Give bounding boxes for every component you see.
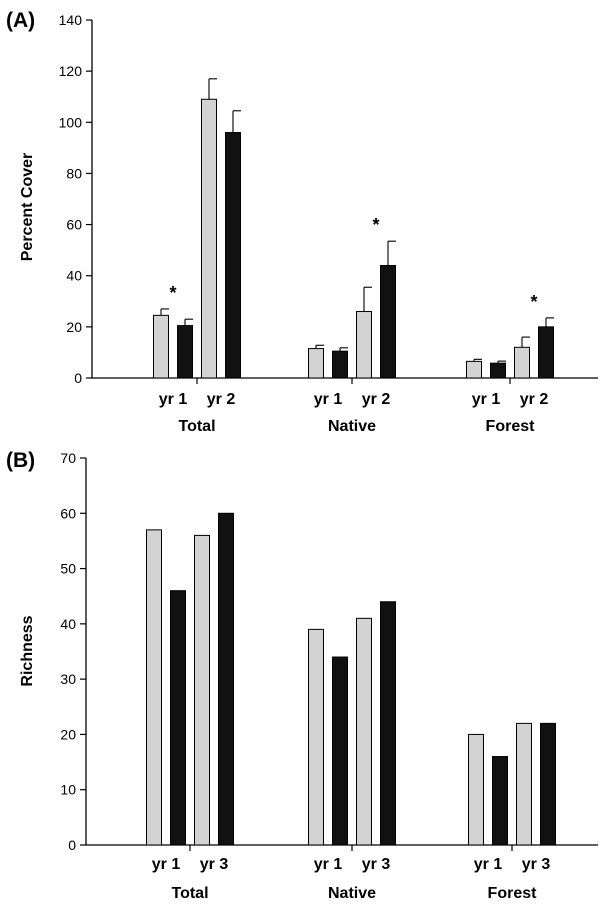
bar-native-0	[308, 628, 324, 846]
y-tick-label: 30	[60, 671, 76, 687]
year-label: yr 2	[520, 391, 549, 408]
y-tick-label: 80	[66, 165, 82, 181]
y-axis-label-a: Percent Cover	[19, 153, 36, 262]
year-label: yr 1	[314, 856, 343, 873]
bar-native-1	[332, 656, 348, 846]
year-label: yr 1	[474, 856, 503, 873]
bar-native-0	[308, 348, 324, 379]
bar-total-0	[146, 529, 162, 846]
y-tick-label: 20	[60, 726, 76, 742]
bar-forest-3	[538, 326, 554, 379]
bar-total-2	[194, 534, 210, 846]
significance-marker: *	[530, 292, 537, 312]
y-tick-label: 40	[60, 616, 76, 632]
y-tick-label: 120	[59, 63, 83, 79]
bar-native-1	[332, 350, 348, 379]
significance-marker: *	[372, 215, 379, 235]
bar-native-3	[380, 601, 396, 846]
y-tick-label: 60	[60, 505, 76, 521]
significance-marker: *	[169, 283, 176, 303]
year-label: yr 3	[522, 856, 551, 873]
y-tick-label: 0	[68, 837, 76, 853]
y-tick-label: 50	[60, 561, 76, 577]
group-label-native: Native	[328, 418, 376, 435]
y-tick-label: 70	[60, 450, 76, 466]
panel-label-b: (B)	[6, 449, 35, 472]
year-label: yr 1	[159, 391, 188, 408]
y-tick-label: 0	[74, 370, 82, 386]
bar-forest-2	[514, 346, 530, 379]
bar-native-3	[380, 264, 396, 379]
bar-total-1	[170, 590, 186, 846]
panel-label-a: (A)	[6, 9, 35, 32]
bar-native-2	[356, 617, 372, 846]
bar-forest-0	[466, 360, 482, 379]
bar-native-2	[356, 311, 372, 379]
group-label-total: Total	[178, 418, 215, 435]
bar-forest-0	[468, 733, 484, 846]
y-tick-label: 10	[60, 782, 76, 798]
year-label: yr 2	[207, 391, 236, 408]
bar-forest-3	[540, 722, 556, 846]
group-label-forest: Forest	[488, 885, 538, 902]
y-tick-label: 100	[59, 114, 83, 130]
group-label-total: Total	[171, 885, 208, 902]
bar-total-1	[177, 325, 193, 379]
bar-total-3	[225, 132, 241, 379]
y-axis-label-b: Richness	[19, 615, 36, 686]
bar-forest-1	[490, 362, 506, 379]
year-label: yr 3	[362, 856, 391, 873]
panel-b: (B) Richness 0 10 20 30 40 50 60 70 yr 1 yr 3 Tota…	[6, 449, 598, 902]
year-label: yr 1	[472, 391, 501, 408]
y-tick-label: 60	[66, 217, 82, 233]
y-tick-label: 140	[59, 12, 83, 28]
year-label: yr 1	[314, 391, 343, 408]
year-label: yr 2	[362, 391, 391, 408]
year-label: yr 3	[200, 856, 229, 873]
group-label-native: Native	[328, 885, 376, 902]
bar-total-3	[218, 512, 234, 846]
year-label: yr 1	[152, 856, 181, 873]
bar-forest-2	[516, 722, 532, 846]
group-label-forest: Forest	[486, 418, 536, 435]
bar-total-0	[153, 314, 169, 379]
bar-total-2	[201, 98, 217, 379]
y-tick-label: 40	[66, 268, 82, 284]
bar-forest-1	[492, 756, 508, 846]
y-tick-label: 20	[66, 319, 82, 335]
panel-a: (A) Percent Cover 0 20 40 60 80 100 120 140 * yr …	[6, 9, 598, 435]
